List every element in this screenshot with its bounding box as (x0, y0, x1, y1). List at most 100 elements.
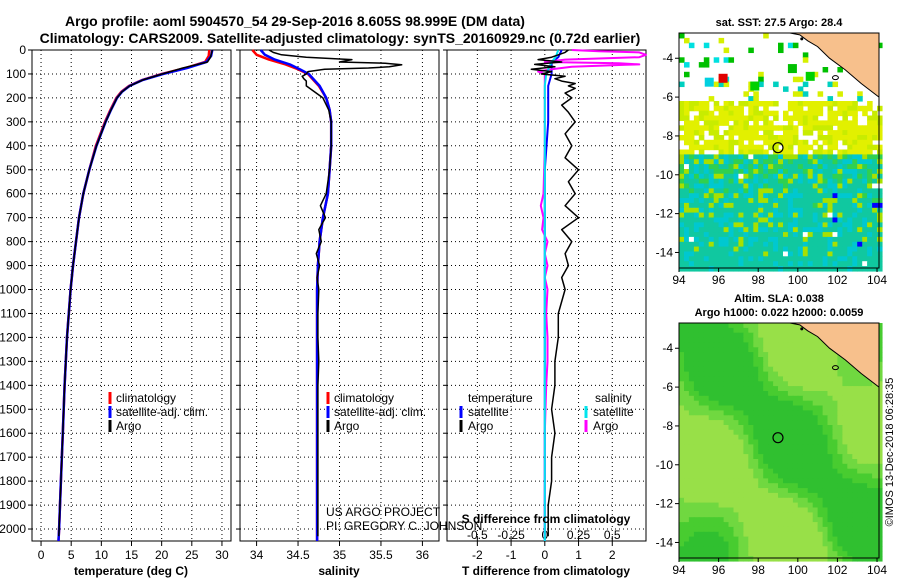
map-cell (787, 536, 794, 543)
map-cell (787, 193, 794, 199)
map-cell (763, 154, 769, 160)
map-cell (713, 251, 720, 257)
map-cell (872, 556, 878, 562)
map-cell (758, 405, 764, 411)
map-cell (713, 488, 720, 494)
map-cell (679, 57, 685, 63)
map-cell (763, 434, 769, 441)
map-cell (852, 366, 858, 373)
map-cell (703, 193, 710, 199)
map-cell (783, 202, 789, 209)
map-cell (698, 444, 705, 450)
map-cell (837, 357, 843, 363)
map-cell (832, 497, 839, 504)
map-cell (877, 395, 883, 402)
map-cell (817, 410, 824, 416)
map-cell (867, 502, 873, 509)
map-cell (822, 261, 829, 267)
map-cell (733, 434, 740, 441)
map-cell (792, 110, 799, 117)
map-cell (713, 352, 720, 358)
map-cell (857, 232, 863, 238)
map-cell (728, 449, 735, 455)
map-cell (698, 159, 705, 165)
map-cell (857, 391, 863, 397)
map-cell (857, 425, 863, 431)
map-cell (857, 473, 863, 479)
map-cell (753, 531, 759, 538)
map-cell (817, 91, 824, 97)
map-cell (817, 164, 824, 170)
map-cell (802, 556, 809, 562)
map-cell (703, 410, 710, 416)
map-cell (872, 488, 878, 494)
map-cell (728, 241, 735, 248)
map-cell (688, 507, 695, 513)
map-cell (877, 386, 883, 392)
map-cell (778, 207, 784, 214)
map-cell (852, 502, 858, 509)
map-cell (703, 536, 710, 543)
map-cell (733, 169, 740, 175)
map-cell (837, 517, 843, 523)
map-cell (723, 337, 730, 344)
map-cell (743, 400, 749, 407)
map-cell (723, 478, 730, 484)
map-cell (679, 361, 685, 368)
map-cell (857, 459, 863, 465)
map-cell (802, 207, 809, 214)
map-cell (812, 376, 819, 382)
map-cell (847, 459, 853, 465)
map-cell (842, 517, 848, 523)
map-cell (763, 497, 769, 504)
map-cell (718, 425, 725, 431)
map-cell (842, 381, 848, 387)
map-cell (703, 120, 710, 126)
map-cell (832, 164, 839, 170)
map-cell (693, 207, 700, 214)
map-cell (837, 105, 843, 112)
map-cell (748, 149, 754, 155)
map-cell (862, 125, 868, 131)
map-cell (802, 212, 809, 219)
map-cell (698, 405, 705, 411)
map-cell (807, 178, 814, 185)
map-cell (783, 251, 789, 257)
map-cell (837, 241, 843, 248)
map-cell (842, 198, 848, 204)
map-cell (783, 337, 789, 344)
map-cell (797, 139, 804, 146)
map-cell (698, 202, 705, 209)
map-cell (708, 536, 715, 543)
map-cell (738, 323, 744, 329)
map-cell (822, 212, 829, 219)
map-cell (698, 376, 705, 382)
map-cell (748, 96, 754, 102)
map-cell (783, 246, 789, 253)
map-cell (733, 347, 740, 353)
map-cell (877, 227, 883, 233)
map-cell (748, 415, 754, 421)
map-cell (728, 507, 735, 513)
map-cell (837, 434, 843, 441)
map-cell (693, 434, 700, 441)
map-cell (703, 459, 710, 465)
map-cell (773, 463, 779, 470)
map-cell (723, 502, 730, 509)
map-cell (792, 135, 799, 141)
map-cell (827, 96, 834, 102)
map-cell (713, 492, 720, 499)
map-cell (768, 125, 774, 131)
map-cell (852, 241, 858, 248)
map-cell (832, 207, 839, 214)
map-cell (753, 381, 759, 387)
map-cell (763, 159, 769, 165)
map-cell (812, 546, 819, 552)
map-cell (787, 439, 794, 445)
map-cell (847, 110, 853, 117)
map-cell (857, 246, 863, 253)
map-cell (723, 193, 730, 199)
map-cell (733, 371, 740, 378)
map-cell (733, 198, 740, 204)
map-cell (802, 169, 809, 175)
